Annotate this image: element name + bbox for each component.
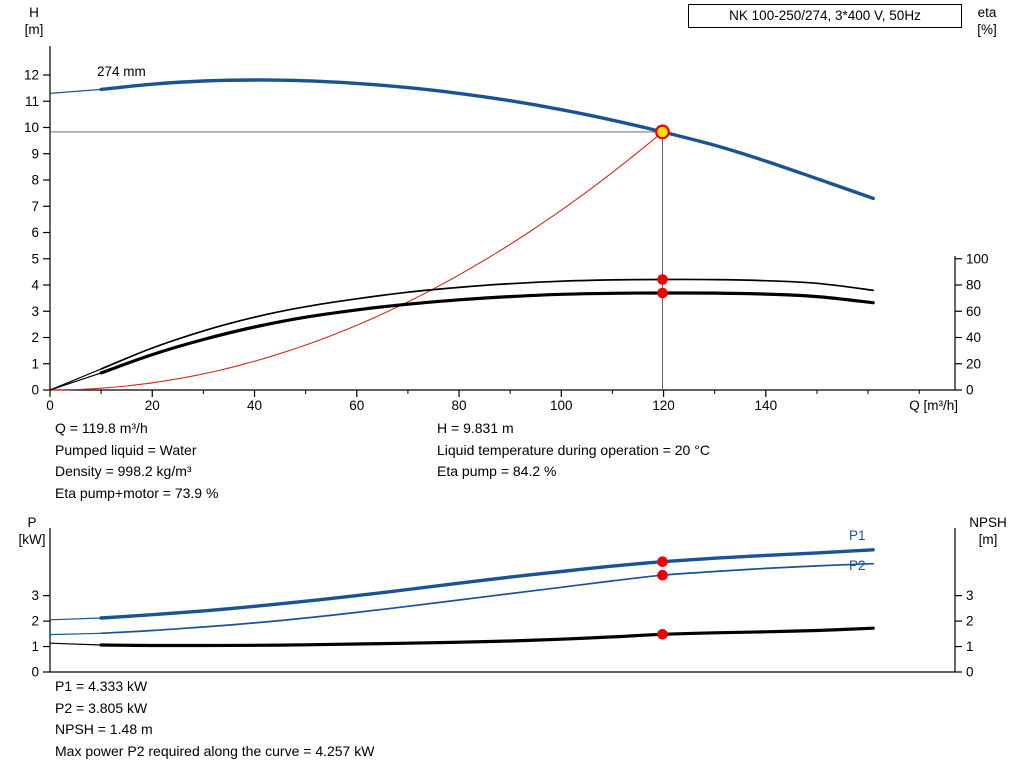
q-axis-tick-label: 60 [349, 398, 364, 413]
h-axis-label: H [m] [16, 4, 52, 38]
npsh-axis-tick-label: 0 [966, 665, 974, 680]
eta-axis-tick-label: 20 [966, 356, 981, 371]
info-line-npsh: NPSH = 1.48 m [55, 721, 153, 737]
h-axis-label-symbol: H [29, 5, 39, 20]
impeller-diameter-label: 274 mm [97, 64, 146, 79]
P1-duty-marker [657, 556, 668, 567]
npsh-axis-label-symbol: NPSH [969, 515, 1007, 530]
info-line-density: Density = 998.2 kg/m³ [55, 463, 192, 479]
duty-info-left-column: Q = 119.8 m³/h Pumped liquid = Water Den… [55, 418, 218, 504]
h-axis-tick-label: 3 [31, 304, 39, 319]
info-line-flow: Q = 119.8 m³/h [55, 420, 148, 436]
eta-pump-curve [100, 278, 875, 370]
NPSH-curve [99, 626, 875, 648]
p2-curve-label: P2 [849, 558, 866, 573]
operating-point-marker[interactable] [655, 124, 670, 140]
npsh-axis-tick-label: 1 [966, 639, 974, 654]
pump-model-title: NK 100-250/274, 3*400 V, 50Hz [688, 4, 962, 28]
eta-axis-label-unit: [%] [977, 22, 997, 37]
eta-axis-tick-label: 0 [966, 383, 974, 398]
eta-axis-tick-label: 60 [966, 304, 981, 319]
info-line-temperature: Liquid temperature during operation = 20… [437, 441, 710, 458]
p-axis-label-unit: [kW] [18, 532, 46, 547]
h-axis-tick-label: 9 [31, 146, 39, 161]
h-axis-tick-label: 8 [31, 173, 39, 188]
eta-pump-leadin-line [49, 368, 102, 391]
eta-axis-label-symbol: eta [977, 5, 997, 20]
p1-curve-label: P1 [849, 528, 866, 543]
info-line-liquid: Pumped liquid = Water [55, 441, 197, 458]
eta-axis-tick-label: 100 [966, 251, 989, 266]
npsh-axis-tick-label: 3 [966, 588, 974, 603]
p-axis-tick-label: 2 [31, 614, 39, 629]
q-axis-tick-label: 120 [652, 398, 675, 413]
NPSH-leadin-line [49, 642, 102, 646]
P2-leadin-line [49, 632, 102, 636]
h-axis-tick-label: 5 [31, 251, 39, 266]
q-axis-tick-label: 80 [452, 398, 467, 413]
info-line-head: H = 9.831 m [437, 420, 514, 436]
npsh-axis-label-unit: [m] [978, 532, 998, 547]
p-axis-tick-label: 0 [31, 665, 39, 680]
eta-pump-motor-duty-marker [657, 287, 668, 299]
q-axis-tick-label: 100 [550, 398, 573, 413]
h-axis-tick-label: 2 [31, 330, 39, 345]
h-axis-tick-label: 6 [31, 225, 39, 240]
h-axis-tick-label: 0 [31, 383, 39, 398]
p-axis-label-symbol: P [27, 515, 37, 530]
h-axis-tick-label: 7 [31, 199, 39, 214]
eta-pump-duty-marker [657, 274, 668, 285]
info-line-p2: P2 = 3.805 kW [55, 699, 148, 716]
h-axis-tick-label: 11 [25, 94, 39, 109]
info-line-eta-pump-motor: Eta pump+motor = 73.9 % [55, 484, 219, 501]
q-axis-tick-label: 40 [247, 398, 262, 413]
q-axis-label: Q [m³/h] [909, 398, 958, 413]
eta-axis-label: eta [%] [966, 4, 1008, 38]
h-axis-tick-label: 10 [24, 120, 39, 135]
info-line-p1: P1 = 4.333 kW [55, 678, 148, 694]
npsh-axis-label: NPSH [m] [958, 514, 1018, 548]
P1-leadin-line [49, 617, 102, 621]
affinity-parabola-curve [49, 131, 664, 391]
q-axis-tick-label: 0 [46, 398, 54, 413]
npsh-axis-tick-label: 2 [966, 614, 974, 629]
info-line-eta-pump: Eta pump = 84.2 % [437, 463, 557, 479]
eta-pump-motor-leadin-line [49, 372, 102, 391]
NPSH-duty-marker [657, 629, 668, 640]
q-axis-tick-label: 140 [755, 398, 778, 413]
eta-axis-tick-label: 40 [966, 330, 981, 345]
P1-curve [99, 548, 875, 620]
pump-curve-274mm-leadin-line [49, 88, 102, 94]
eta-pump-motor-curve [99, 291, 875, 375]
h-axis-tick-label: 1 [31, 356, 39, 371]
pump-curve-274mm-curve [99, 78, 875, 201]
P2-duty-marker [657, 569, 668, 581]
power-info-block: P1 = 4.333 kW P2 = 3.805 kW NPSH = 1.48 … [55, 676, 374, 762]
h-axis-tick-label: 4 [31, 278, 39, 293]
p-axis-tick-label: 3 [31, 588, 39, 603]
info-line-max-power: Max power P2 required along the curve = … [55, 742, 375, 759]
p-axis-tick-label: 1 [31, 639, 39, 654]
h-axis-tick-label: 12 [24, 68, 39, 83]
duty-info-right-column: H = 9.831 m Liquid temperature during op… [437, 418, 710, 483]
h-axis-label-unit: [m] [24, 22, 44, 37]
q-axis-tick-label: 20 [145, 398, 160, 413]
P2-curve [100, 562, 875, 635]
eta-axis-tick-label: 80 [966, 278, 981, 293]
p-axis-label: P [kW] [10, 514, 54, 548]
